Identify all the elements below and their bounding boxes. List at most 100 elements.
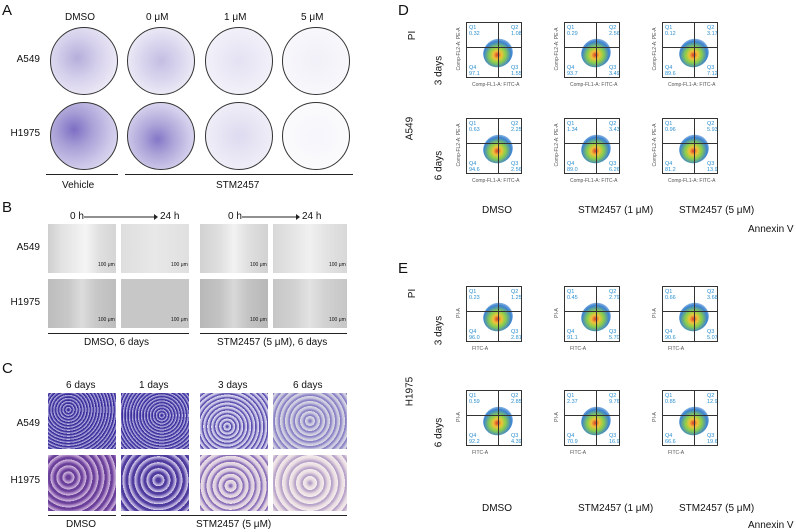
quadrant-name: Q3 [707, 161, 715, 167]
scale-bar-label: 100 μm [329, 317, 346, 323]
group-label-c-dmso: DMSO [66, 519, 96, 530]
gate-horizontal [467, 311, 521, 313]
x-axis-label-e: Annexin V [748, 520, 794, 531]
cell-line-label-d: A549 [404, 116, 416, 141]
quadrant-value: Q2 3.43 [609, 121, 619, 133]
quadrant-value: Q4 81.2 [665, 161, 676, 173]
quadrant-percent: 0.45 [567, 295, 578, 301]
group-line-b-stm [200, 333, 347, 334]
flow-x-label: FITC-A [472, 346, 489, 352]
quadrant-percent: 0.32 [469, 31, 480, 37]
flow-plot: Q1 0.23 Q2 1.25 Q3 2.81 Q4 96.0 [466, 286, 522, 342]
panel-label-a: A [2, 2, 13, 19]
quadrant-percent: 81.2 [665, 167, 676, 173]
quadrant-percent: 7.12 [707, 71, 718, 77]
gate-vertical [498, 391, 500, 445]
scale-bar-label: 100 μm [250, 262, 267, 268]
gate-horizontal [663, 143, 717, 145]
quadrant-percent: 1.08 [511, 31, 522, 37]
group-label-b-dmso: DMSO, 6 days [84, 337, 150, 348]
flow-plot: Q1 0.59 Q2 2.85 Q3 4.39 Q4 92.2 [466, 390, 522, 446]
quadrant-name: Q2 [707, 121, 715, 127]
quadrant-name: Q3 [707, 433, 715, 439]
col-label-5um: 5 μM [301, 12, 324, 23]
row-label-a549: A549 [16, 54, 40, 65]
quadrant-percent: 2.81 [511, 335, 522, 341]
quadrant-value: Q4 96.0 [469, 329, 480, 341]
quadrant-percent: 5.93 [707, 127, 718, 133]
quadrant-name: Q2 [609, 121, 617, 127]
quadrant-value: Q1 0.23 [469, 289, 480, 301]
gate-horizontal [663, 415, 717, 417]
flow-y-label: PI-A [456, 308, 462, 318]
panel-label-e: E [398, 260, 409, 277]
quadrant-percent: 97.1 [469, 71, 480, 77]
quadrant-name: Q4 [567, 329, 575, 335]
gate-horizontal [565, 415, 619, 417]
quadrant-name: Q2 [609, 25, 617, 31]
gate-horizontal [663, 311, 717, 313]
gate-vertical [694, 391, 696, 445]
quadrant-value: Q1 0.29 [567, 25, 578, 37]
quadrant-value: Q1 0.96 [665, 121, 676, 133]
quadrant-percent: 3.49 [609, 71, 620, 77]
quadrant-name: Q1 [567, 25, 575, 31]
dish-a549-dmso [50, 27, 118, 95]
quadrant-value: Q2 9.76 [609, 393, 619, 405]
scratch-a549-dmso-24h [121, 224, 189, 273]
quadrant-percent: 12.9 [707, 399, 718, 405]
quadrant-name: Q2 [707, 393, 715, 399]
quadrant-value: Q3 5.07 [707, 329, 717, 341]
gate-vertical [498, 119, 500, 173]
quadrant-value: Q3 13.9 [707, 161, 717, 173]
row-label-e-3days: 3 days [433, 315, 445, 346]
row-label-d-3days: 3 days [433, 55, 445, 86]
flow-y-label: Comp-FL2-A: PE-A [652, 123, 658, 167]
cell-line-label-e: H1975 [404, 376, 416, 407]
time-label-24h-2: 24 h [302, 211, 322, 222]
group-label-c-stm: STM2457 (5 μM) [196, 519, 272, 530]
dish-a549-1um [205, 27, 273, 95]
dish-h1975-1um [205, 102, 273, 170]
flow-plot: Q1 0.29 Q2 2.56 Q3 3.49 Q4 93.7 [564, 22, 620, 78]
quadrant-name: Q1 [665, 393, 673, 399]
col-label-e-1um: STM2457 (1 μM) [578, 503, 654, 514]
quadrant-value: Q3 3.49 [609, 65, 620, 77]
quadrant-percent: 5.70 [609, 335, 620, 341]
x-axis-label-d: Annexin V [748, 224, 794, 235]
gate-vertical [596, 119, 598, 173]
col-label-d-5um: STM2457 (5 μM) [679, 205, 755, 216]
flow-y-label: Comp-FL2-A: PE-A [554, 27, 560, 71]
flow-x-label: Comp-FL1-A: FITC-A [472, 82, 520, 88]
scratch-a549-dmso-0h [48, 224, 116, 273]
time-label-0h-1: 0 h [70, 211, 84, 222]
quadrant-value: Q3 1.55 [511, 65, 521, 77]
quadrant-name: Q3 [511, 161, 519, 167]
quadrant-name: Q4 [469, 161, 477, 167]
quadrant-name: Q1 [469, 289, 477, 295]
quadrant-value: Q3 7.12 [707, 65, 718, 77]
quadrant-percent: 2.56 [609, 31, 620, 37]
quadrant-percent: 16.9 [609, 439, 620, 445]
quadrant-name: Q3 [609, 433, 617, 439]
gate-vertical [498, 287, 500, 341]
flow-x-label: FITC-A [668, 450, 685, 456]
row-label-b-a549: A549 [16, 242, 40, 253]
quadrant-name: Q4 [665, 433, 673, 439]
scale-bar-label: 100 μm [98, 262, 115, 268]
quadrant-name: Q2 [609, 393, 617, 399]
quadrant-name: Q1 [665, 289, 673, 295]
flow-y-label: PI-A [554, 308, 560, 318]
panel-label-c: C [2, 360, 13, 377]
flow-x-label: FITC-A [472, 450, 489, 456]
gate-vertical [498, 23, 500, 77]
quadrant-name: Q3 [707, 65, 715, 71]
quadrant-percent: 6.26 [609, 167, 620, 173]
quadrant-value: Q1 0.12 [665, 25, 676, 37]
gate-horizontal [565, 143, 619, 145]
quadrant-percent: 2.25 [511, 127, 522, 133]
row-label-d-6days: 6 days [433, 150, 445, 181]
scratch-a549-stm-24h [273, 224, 347, 273]
quadrant-percent: 93.7 [567, 71, 578, 77]
gate-vertical [596, 287, 598, 341]
